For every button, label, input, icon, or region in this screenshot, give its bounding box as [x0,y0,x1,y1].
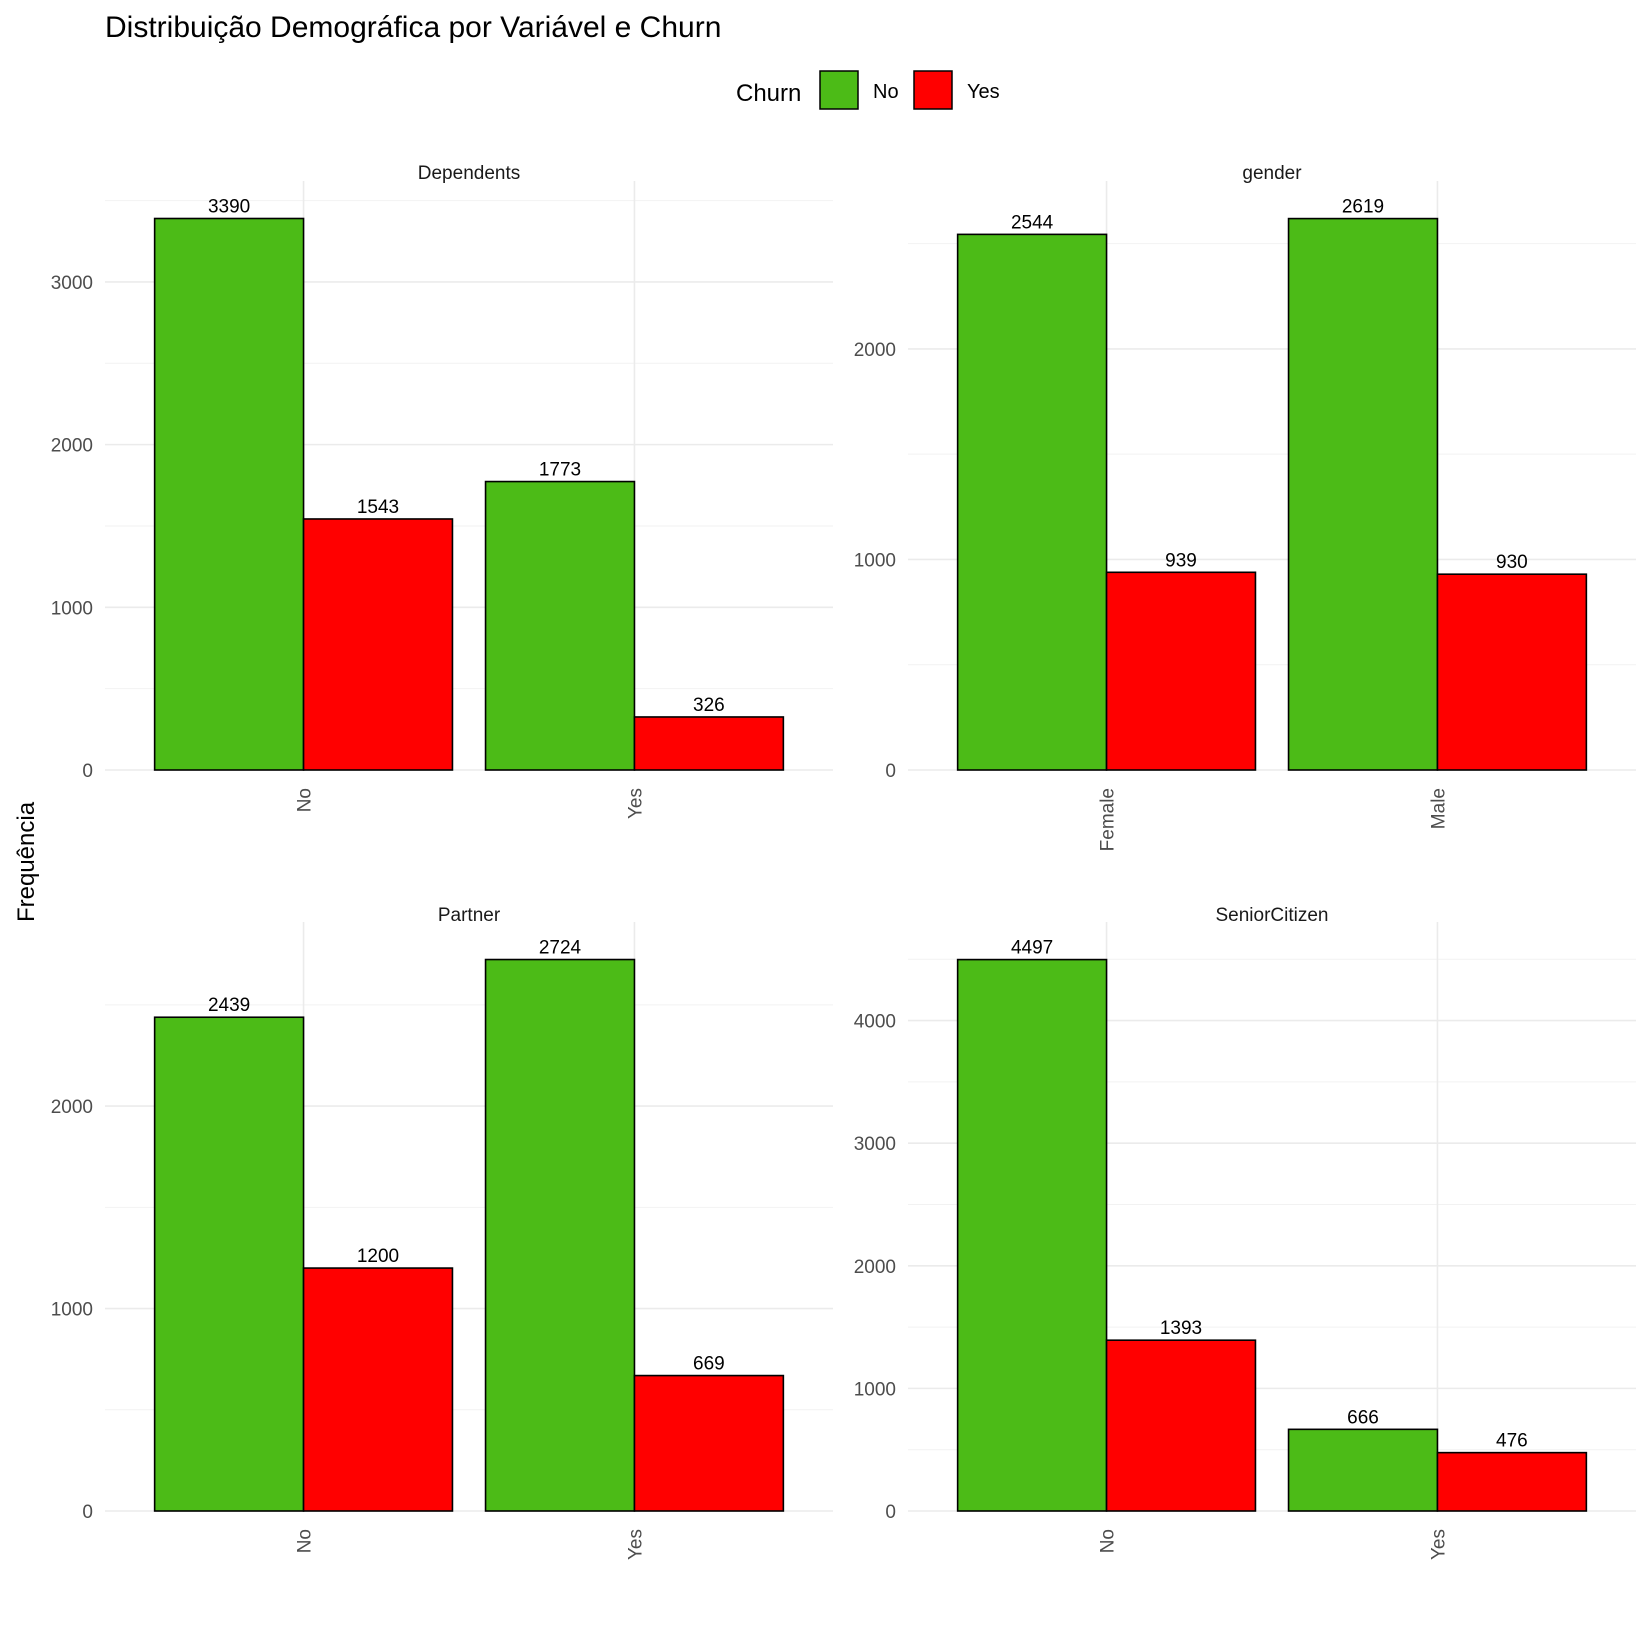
y-tick-label: 0 [82,761,93,782]
x-tick-label: Yes [1428,1529,1449,1560]
bar-no-yes [1287,1428,1439,1512]
legend-label-no: No [873,81,899,103]
data-label: 2619 [1342,197,1384,218]
facet-panels: 0 1000 2000 3000 Dependents 3390 1543 No 1773 326… [51,163,1636,1560]
data-label: 666 [1347,1407,1379,1428]
panel-SeniorCitizen: 0 1000 2000 3000 4000 SeniorCitizen 4497 1393 No… [854,905,1636,1560]
bar-yes-male [1436,573,1588,771]
data-label: 1543 [357,497,399,518]
data-label: 4497 [1011,938,1053,959]
bar-no-no [153,1016,305,1512]
y-tick-label: 1000 [854,550,896,571]
y-tick-label: 3000 [51,273,93,294]
y-tick-label: 1000 [51,1300,93,1321]
y-tick-label: 0 [82,1502,93,1523]
data-label: 3390 [208,196,250,217]
bar-no-female [956,233,1108,771]
y-tick-label: 2000 [854,340,896,361]
legend-swatch-yes [913,70,953,110]
x-tick-label: No [295,788,316,812]
panel-Partner: 0 1000 2000 Partner 2439 1200 No 2724 669 Yes [51,905,833,1560]
y-tick-label: 1000 [51,598,93,619]
data-label: 2439 [208,995,250,1016]
facet-strip-label: Dependents [418,163,520,184]
bar-yes-no [302,518,454,771]
legend: Churn No Yes [736,70,1000,110]
panel-Dependents: 0 1000 2000 3000 Dependents 3390 1543 No 1773 326… [51,163,833,819]
x-tick-label: Male [1428,788,1449,829]
data-label: 669 [693,1354,725,1375]
x-tick-label: No [295,1529,316,1553]
y-tick-label: 1000 [854,1379,896,1400]
y-tick-label: 3000 [854,1134,896,1155]
facet-strip-label: SeniorCitizen [1216,905,1329,926]
y-tick-label: 4000 [854,1012,896,1033]
bar-yes-no [302,1267,454,1512]
panel-gender: 0 1000 2000 gender 2544 939 Female 2619 930 Male [854,163,1636,851]
bar-no-male [1287,217,1439,771]
facet-strip-label: gender [1242,163,1302,184]
legend-swatch-no [819,70,859,110]
bar-no-yes [484,958,636,1512]
bar-yes-yes [633,1374,785,1512]
bar-no-no [153,217,305,771]
x-tick-label: Yes [625,1529,646,1560]
data-label: 476 [1496,1431,1528,1452]
y-tick-label: 2000 [51,436,93,457]
x-tick-label: No [1098,1529,1119,1553]
legend-title: Churn [736,80,801,107]
y-tick-label: 2000 [854,1257,896,1278]
bar-yes-yes [633,716,785,771]
data-label: 2724 [539,938,582,959]
data-label: 1773 [539,460,581,481]
bar-yes-yes [1436,1451,1588,1512]
bar-no-yes [484,480,636,771]
data-label: 939 [1165,550,1197,571]
data-label: 326 [693,695,725,716]
data-label: 2544 [1011,212,1054,233]
chart-title: Distribuição Demográfica por Variável e … [105,11,721,44]
legend-label-yes: Yes [967,81,1000,103]
data-label: 930 [1496,552,1528,573]
y-tick-label: 2000 [51,1097,93,1118]
bar-yes-no [1105,1339,1257,1512]
data-label: 1200 [357,1246,399,1267]
facet-strip-label: Partner [438,905,501,926]
y-tick-label: 0 [885,1502,896,1523]
bar-yes-female [1105,571,1257,771]
bar-no-no [956,958,1108,1512]
data-label: 1393 [1160,1318,1202,1339]
x-tick-label: Female [1098,788,1119,851]
y-axis-label: Frequência [13,801,40,922]
x-tick-label: Yes [625,788,646,819]
y-tick-label: 0 [885,761,896,782]
